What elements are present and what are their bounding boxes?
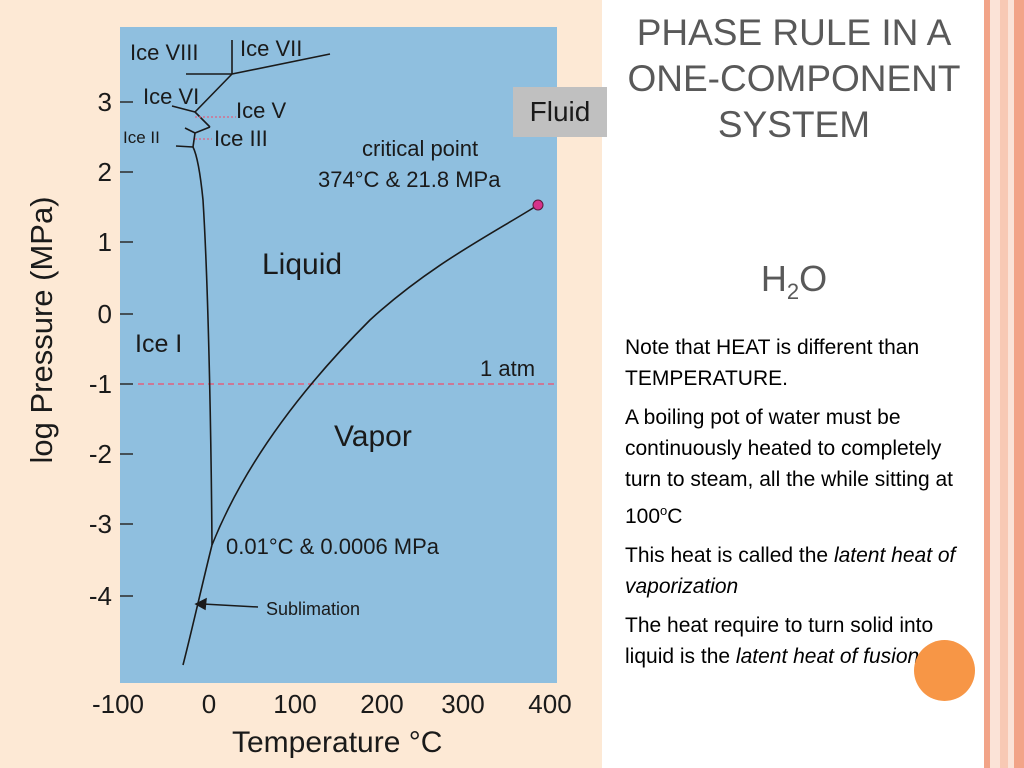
slide-title: PHASE RULE IN A ONE-COMPONENT SYSTEM [627, 12, 961, 145]
ice-boundary-7 [231, 53, 331, 75]
phase-boundaries [171, 40, 539, 666]
decorative-circle [914, 640, 975, 701]
ice-boundary-4 [194, 111, 211, 128]
y-tick-label: 0 [98, 299, 112, 329]
note-boiling-pot: A boiling pot of water must be continuou… [625, 402, 975, 532]
x-axis-title: Temperature °C [232, 726, 442, 759]
formula-h2o: H2O [614, 258, 974, 305]
label-ice-vi: Ice VI [143, 84, 199, 109]
label-ice-i: Ice I [135, 330, 182, 358]
one-atm-label: 1 atm [480, 356, 535, 381]
stripe-1 [984, 0, 990, 768]
note-latent-vaporization-term: latent heat of vaporization [625, 544, 956, 598]
ice-boundary-5 [171, 105, 196, 113]
critical-point-marker[interactable] [532, 199, 544, 211]
label-ice-iii: Ice III [214, 126, 268, 151]
y-tick-label: -2 [89, 439, 112, 469]
note-celsius: C [667, 505, 683, 528]
label-vapor: Vapor [334, 420, 412, 453]
stripe-5 [1014, 0, 1024, 768]
label-ice-vii: Ice VII [240, 36, 302, 61]
decorative-stripes [984, 0, 1024, 768]
critical-point-values: 374°C & 21.8 MPa [318, 167, 501, 192]
y-tick-labels: 3 2 1 0 -1 -2 -3 -4 [89, 87, 112, 611]
note-latent-fusion-text: The heat require to turn solid into liqu… [625, 614, 934, 668]
ice-dotted-lines [195, 116, 236, 140]
note-latent-fusion: The heat require to turn solid into liqu… [625, 610, 975, 672]
label-ice-v: Ice V [236, 98, 286, 123]
sublimation-label: Sublimation [266, 599, 360, 619]
formula-rest: O [799, 258, 828, 299]
stripe-3 [1000, 0, 1008, 768]
formula-base: H [760, 258, 787, 299]
fluid-label: Fluid [513, 87, 607, 137]
vaporization-curve [211, 204, 539, 546]
note-latent-vaporization: This heat is called the latent heat of v… [625, 540, 975, 602]
triple-point-values: 0.01°C & 0.0006 MPa [226, 534, 440, 559]
ice-boundary-2 [175, 145, 194, 148]
label-liquid: Liquid [262, 248, 342, 281]
y-tick-label: 2 [98, 157, 112, 187]
note-degree-sup: o [660, 503, 668, 518]
plot-area [120, 27, 557, 683]
note-boiling-pot-text: A boiling pot of water must be continuou… [625, 406, 953, 528]
note-heat-vs-temperature: Note that HEAT is different than TEMPERA… [625, 336, 920, 390]
stripe-2 [990, 0, 1000, 768]
label-ice-ii: Ice II [123, 128, 160, 147]
x-tick-label: 300 [441, 689, 484, 719]
x-tick-label: 400 [528, 689, 571, 719]
y-tick-label: -4 [89, 581, 112, 611]
sublimation-curve [182, 544, 213, 666]
x-tick-label: 100 [273, 689, 316, 719]
ice-boundary-1 [192, 132, 196, 148]
phase-diagram: Ice VIII Ice VII Ice VI Ice V Ice II Ice… [24, 27, 572, 759]
y-axis-title: log Pressure (MPa) [24, 196, 59, 463]
ice-boundary-3 [184, 126, 211, 134]
y-tick-label: 3 [98, 87, 112, 117]
formula-subscript: 2 [786, 279, 800, 305]
stripe-4 [1008, 0, 1014, 768]
label-ice-viii: Ice VIII [130, 40, 198, 65]
note-latent-fusion-term: latent heat of fusion [735, 645, 920, 668]
notes-text: Note that HEAT is different than TEMPERA… [625, 332, 975, 680]
y-tick-label: -3 [89, 509, 112, 539]
sublimation-arrow [194, 597, 259, 611]
y-tick-label: 1 [98, 227, 112, 257]
x-tick-label: -100 [92, 689, 144, 719]
x-tick-labels: -100 0 100 200 300 400 [92, 689, 572, 719]
x-tick-label: 0 [202, 689, 216, 719]
melting-curve [192, 146, 213, 546]
y-tick-label: -1 [89, 369, 112, 399]
critical-point-label: critical point [362, 136, 478, 161]
note-latent-vaporization-text: This heat is called the [625, 544, 834, 567]
ice-boundary-6 [194, 73, 233, 113]
x-tick-label: 200 [360, 689, 403, 719]
y-tick-marks [120, 101, 133, 597]
